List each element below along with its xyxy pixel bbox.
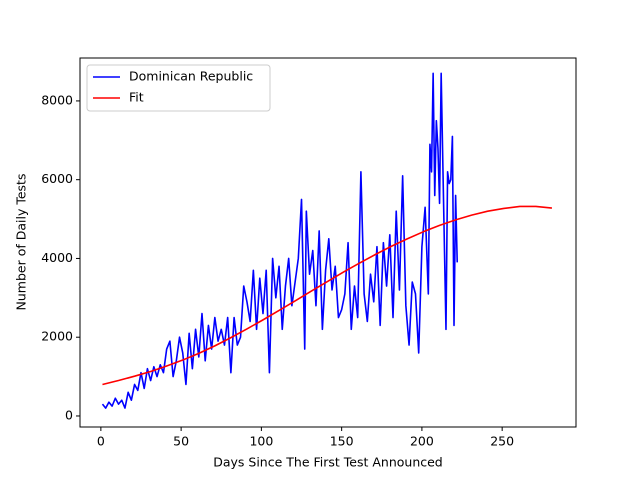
x-tick-label: 0 bbox=[97, 434, 105, 449]
x-axis-label: Days Since The First Test Announced bbox=[213, 455, 443, 470]
x-tick-label: 150 bbox=[330, 434, 354, 449]
x-tick-label: 250 bbox=[490, 434, 514, 449]
legend-box bbox=[86, 64, 271, 112]
x-tick-label: 50 bbox=[173, 434, 189, 449]
y-tick-label: 4000 bbox=[41, 250, 73, 265]
plot-frame bbox=[79, 57, 577, 428]
y-axis-label: Number of Daily Tests bbox=[14, 174, 29, 311]
x-tick-label: 100 bbox=[249, 434, 273, 449]
data-line bbox=[102, 205, 553, 386]
y-tick-label: 0 bbox=[65, 407, 73, 422]
y-tick-label: 6000 bbox=[41, 171, 73, 186]
y-tick-label: 2000 bbox=[41, 329, 73, 344]
x-tick-label: 200 bbox=[410, 434, 434, 449]
legend-label: Dominican Republic bbox=[129, 69, 253, 84]
y-tick-label: 8000 bbox=[41, 92, 73, 107]
data-line bbox=[101, 72, 459, 409]
legend-label: Fit bbox=[129, 90, 144, 105]
